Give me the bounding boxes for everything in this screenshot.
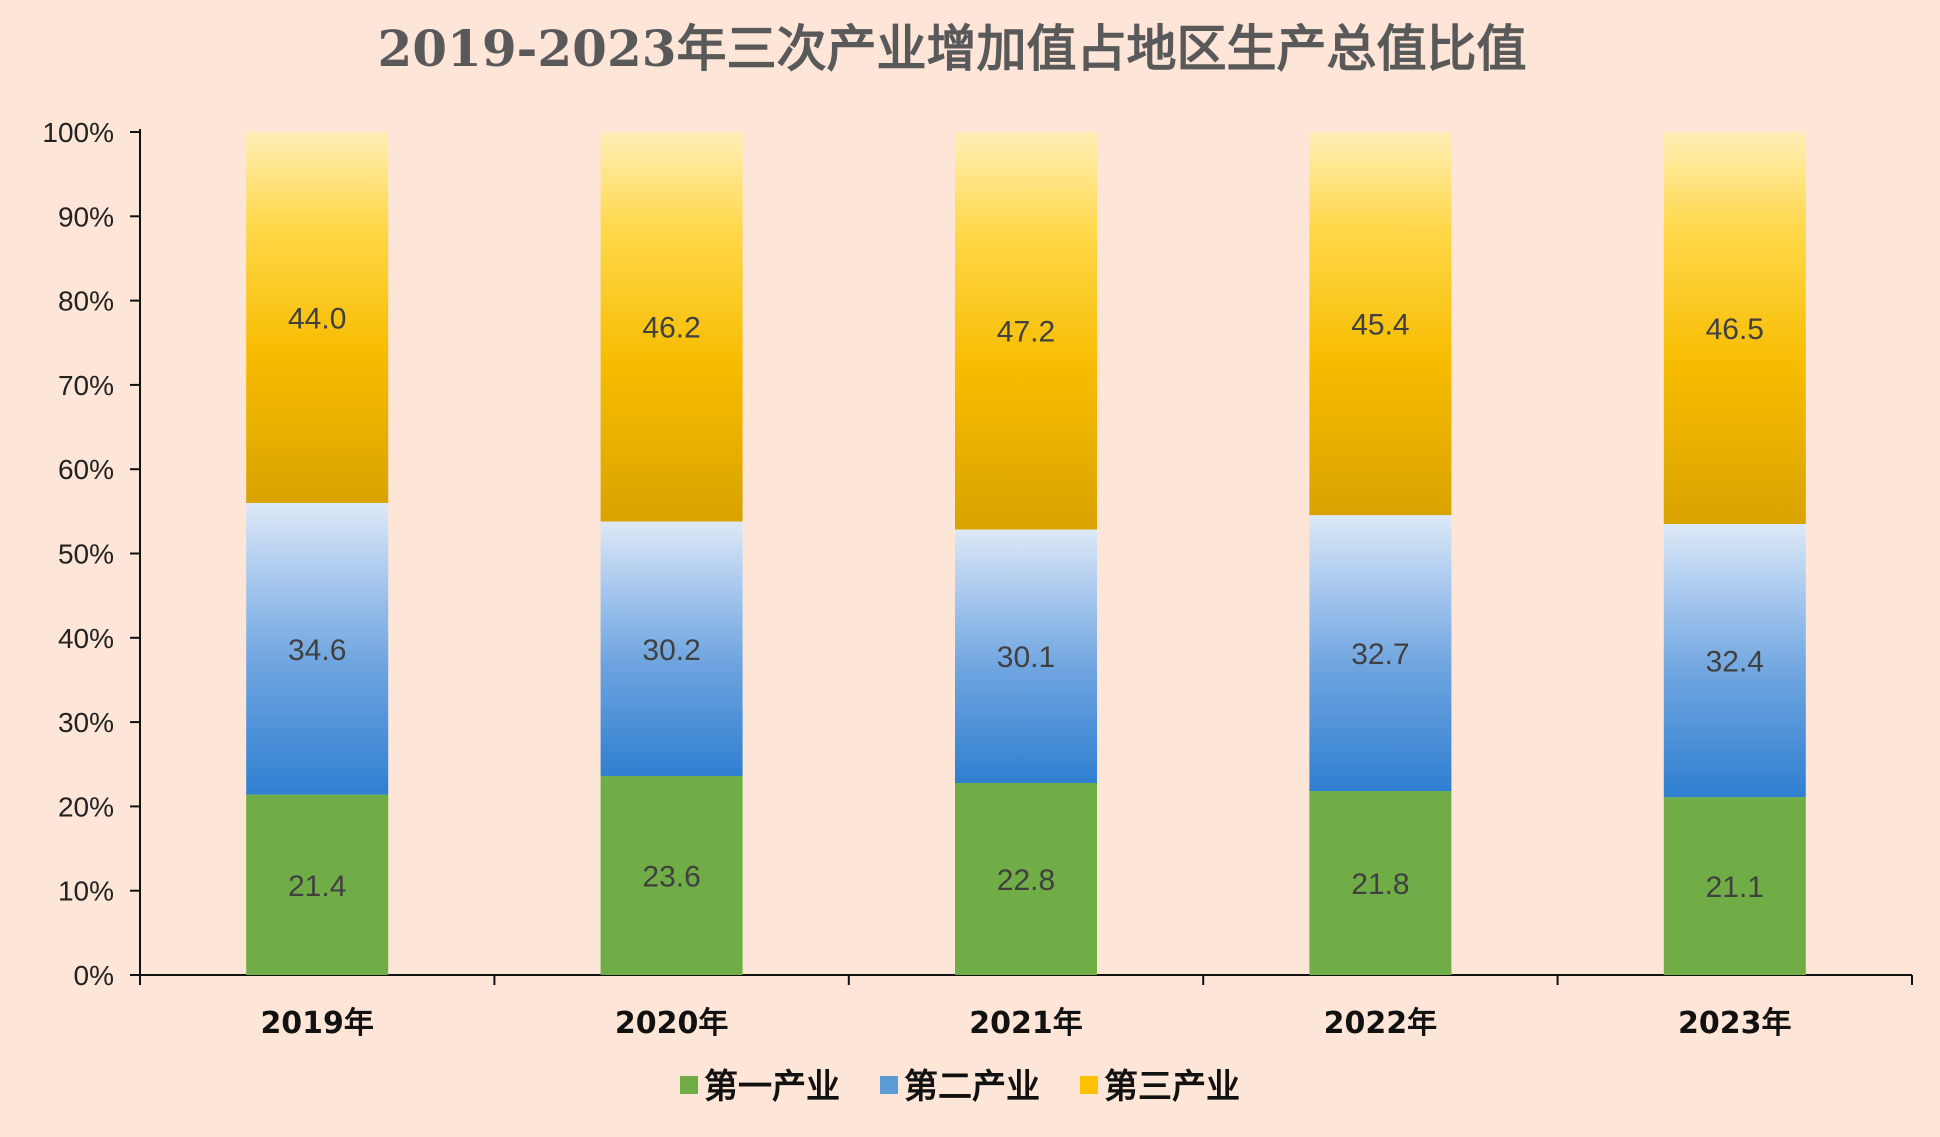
- bar-segment: [600, 776, 743, 975]
- bar-segment: [246, 794, 389, 975]
- legend-label: 第一产业: [704, 1067, 840, 1107]
- y-tick-label: 40%: [58, 623, 114, 654]
- legend-swatch: [1080, 1076, 1098, 1094]
- legend-item: 第三产业: [1080, 1067, 1240, 1107]
- bar-segment: [246, 132, 389, 503]
- data-label: 46.2: [642, 312, 700, 345]
- bar-segment: [1309, 132, 1452, 516]
- bar-segment: [1663, 797, 1806, 975]
- legend-label: 第三产业: [1104, 1067, 1240, 1107]
- data-label: 34.6: [288, 634, 346, 667]
- y-tick-label: 50%: [58, 539, 114, 570]
- bar-segment: [1309, 515, 1452, 792]
- y-tick-label: 60%: [58, 454, 114, 485]
- legend: 第一产业 第二产业 第三产业: [680, 1067, 1240, 1107]
- y-tick-label: 30%: [58, 707, 114, 738]
- y-tick-label: 80%: [58, 286, 114, 317]
- x-tick-label: 2019年: [260, 1006, 374, 1041]
- bar-segment: [600, 521, 743, 777]
- data-label: 44.0: [288, 302, 346, 335]
- y-tick-label: 90%: [58, 201, 114, 232]
- data-label: 21.4: [288, 870, 346, 903]
- data-label: 32.7: [1351, 638, 1409, 671]
- legend-swatch: [680, 1076, 698, 1094]
- y-tick-label: 0%: [74, 960, 114, 991]
- bar-segment: [955, 529, 1097, 783]
- x-tick-label: 2021年: [969, 1006, 1083, 1041]
- y-tick-label: 10%: [58, 876, 114, 907]
- legend-item: 第二产业: [880, 1067, 1040, 1107]
- y-tick-label: 20%: [58, 791, 114, 822]
- chart-title: 2019-2023年三次产业增加值占地区生产总值比值: [377, 19, 1526, 78]
- data-label: 30.2: [642, 634, 700, 667]
- bar-segment: [955, 132, 1097, 530]
- bar-segment: [246, 502, 389, 795]
- data-label: 45.4: [1351, 309, 1409, 342]
- x-tick-label: 2022年: [1324, 1006, 1438, 1041]
- legend-item: 第一产业: [680, 1067, 840, 1107]
- data-label: 47.2: [997, 316, 1055, 349]
- bar-segment: [1663, 132, 1806, 524]
- data-label: 32.4: [1706, 646, 1764, 679]
- legend-swatch: [880, 1076, 898, 1094]
- x-tick-label: 2023年: [1678, 1006, 1792, 1041]
- data-label: 23.6: [642, 861, 700, 894]
- data-label: 30.1: [997, 641, 1055, 674]
- x-tick-label: 2020年: [615, 1006, 729, 1041]
- data-label: 46.5: [1706, 313, 1764, 346]
- axes: 0% 10% 20% 30% 40% 50% 60% 70% 80% 90% 100% 2019年 20…: [42, 117, 1913, 1041]
- data-label: 22.8: [997, 864, 1055, 897]
- bar-segment: [955, 782, 1097, 975]
- bar-segment: [1663, 523, 1806, 798]
- y-tick-label: 100%: [42, 117, 114, 148]
- bar-segment: [1309, 791, 1452, 975]
- bars: 21.4 34.6 44.0 23.6 30.2 46.2 22.8 30.1 47.2 21.8…: [246, 132, 1806, 975]
- data-label: 21.1: [1706, 871, 1764, 904]
- y-tick-label: 70%: [58, 370, 114, 401]
- bar-segment: [600, 132, 743, 522]
- data-label: 21.8: [1351, 868, 1409, 901]
- legend-label: 第二产业: [904, 1067, 1040, 1107]
